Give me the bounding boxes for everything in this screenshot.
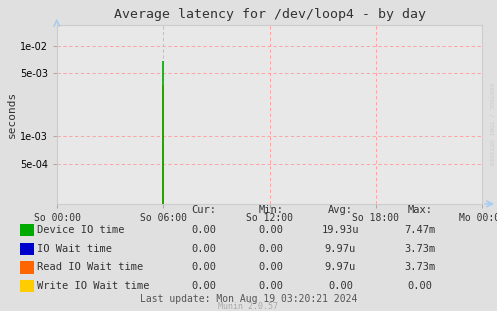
Text: Device IO time: Device IO time	[37, 225, 125, 235]
Text: Avg:: Avg:	[328, 205, 353, 215]
Text: 9.97u: 9.97u	[325, 262, 356, 272]
Title: Average latency for /dev/loop4 - by day: Average latency for /dev/loop4 - by day	[114, 8, 425, 21]
Text: 3.73m: 3.73m	[405, 244, 435, 254]
Text: 0.00: 0.00	[258, 225, 283, 235]
Text: 19.93u: 19.93u	[322, 225, 359, 235]
Y-axis label: seconds: seconds	[7, 91, 17, 138]
Text: Min:: Min:	[258, 205, 283, 215]
Text: 0.00: 0.00	[408, 281, 432, 291]
Text: Read IO Wait time: Read IO Wait time	[37, 262, 144, 272]
Text: 0.00: 0.00	[258, 262, 283, 272]
Text: Munin 2.0.57: Munin 2.0.57	[219, 302, 278, 311]
Text: 7.47m: 7.47m	[405, 225, 435, 235]
Text: 0.00: 0.00	[191, 225, 216, 235]
Text: 0.00: 0.00	[258, 244, 283, 254]
Text: 0.00: 0.00	[258, 281, 283, 291]
Text: 0.00: 0.00	[328, 281, 353, 291]
Text: Write IO Wait time: Write IO Wait time	[37, 281, 150, 291]
Text: 3.73m: 3.73m	[405, 262, 435, 272]
Text: 0.00: 0.00	[191, 281, 216, 291]
Text: Cur:: Cur:	[191, 205, 216, 215]
Text: RRDTOOL / TOBI OETIKER: RRDTOOL / TOBI OETIKER	[489, 83, 494, 166]
Text: Last update: Mon Aug 19 03:20:21 2024: Last update: Mon Aug 19 03:20:21 2024	[140, 294, 357, 304]
Text: 9.97u: 9.97u	[325, 244, 356, 254]
Text: 0.00: 0.00	[191, 244, 216, 254]
Text: IO Wait time: IO Wait time	[37, 244, 112, 254]
Text: 0.00: 0.00	[191, 262, 216, 272]
Text: Max:: Max:	[408, 205, 432, 215]
